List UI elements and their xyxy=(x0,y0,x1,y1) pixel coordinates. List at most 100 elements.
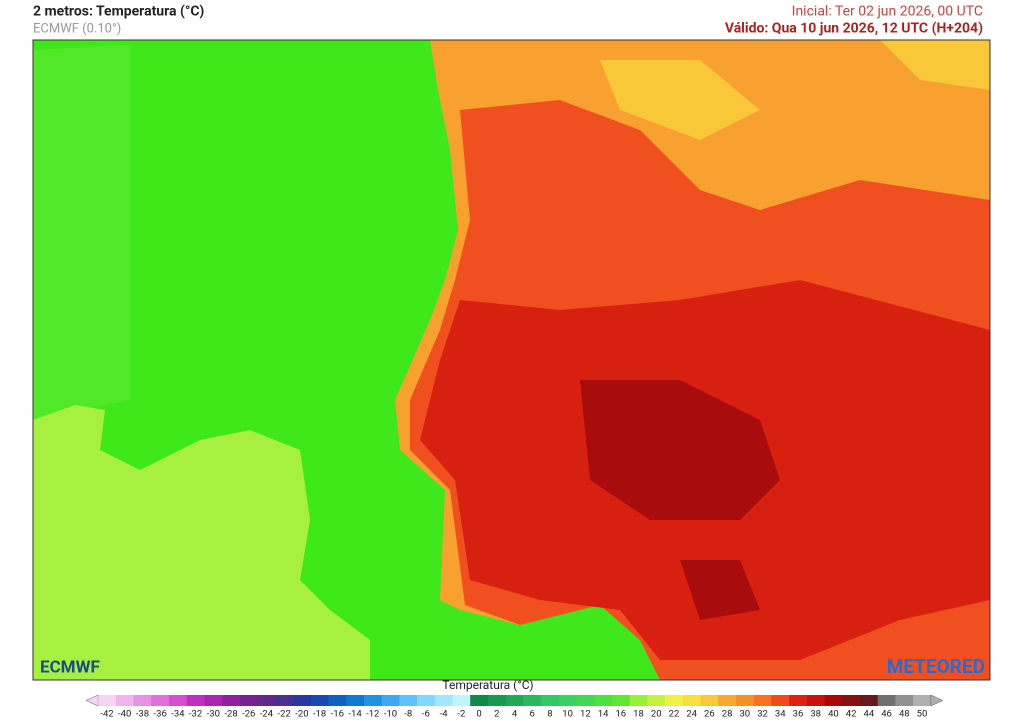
title: 2 metros: Temperatura (°C) xyxy=(33,4,204,20)
sea-region xyxy=(33,45,130,420)
colorbar-tick-label: -20 xyxy=(295,709,308,720)
colorbar-tick-label: -14 xyxy=(348,709,362,720)
colorbar-tick-label: -32 xyxy=(189,709,202,720)
colorbar-tick-label: 14 xyxy=(598,709,609,720)
colorbar-tick-label: 32 xyxy=(757,709,768,720)
colorbar-segment xyxy=(381,695,400,706)
colorbar-segment xyxy=(700,695,719,706)
colorbar-tick-label: -36 xyxy=(153,709,166,720)
colorbar-segment xyxy=(541,695,560,706)
colorbar-tick-label: -4 xyxy=(440,709,449,720)
colorbar-tick-label: -10 xyxy=(384,709,397,720)
valid-time: Válido: Qua 10 jun 2026, 12 UTC (H+204) xyxy=(725,21,983,37)
colorbar-tick-label: -26 xyxy=(242,709,255,720)
colorbar-segment xyxy=(222,695,241,706)
colorbar-tick-label: 22 xyxy=(669,709,680,720)
colorbar-segment xyxy=(665,695,684,706)
colorbar-segment xyxy=(417,695,436,706)
colorbar-segment xyxy=(115,695,135,706)
colorbar-segment xyxy=(239,695,259,706)
colorbar-tick-label: 40 xyxy=(828,709,839,720)
colorbar-segment xyxy=(328,695,347,706)
colorbar-tick-label: -30 xyxy=(207,709,220,720)
map: ECMWF METEORED xyxy=(32,39,991,681)
colorbar-segment xyxy=(842,695,861,706)
colorbar-segment xyxy=(913,695,932,706)
colorbar-tick-label: 30 xyxy=(739,709,750,720)
colorbar-tick-label: -22 xyxy=(278,709,291,720)
colorbar-tick-label: -42 xyxy=(100,709,113,720)
land-extreme xyxy=(580,380,780,620)
colorbar-tick-label: 8 xyxy=(547,709,552,720)
colorbar-segment xyxy=(257,695,276,706)
colorbar-tick-label: 16 xyxy=(615,709,626,720)
colorbar-segment xyxy=(293,695,312,706)
colorbar-tick-label: 36 xyxy=(793,709,804,720)
colorbar-segment xyxy=(789,695,808,706)
colorbar-tick-label: -28 xyxy=(224,709,237,720)
colorbar-segment xyxy=(346,695,365,706)
colorbar-tick-label: 24 xyxy=(686,709,697,720)
colorbar-tick-label: -38 xyxy=(136,709,149,720)
ecmwf-logo: ECMWF xyxy=(40,657,100,677)
colorbar-segment xyxy=(133,695,152,706)
colorbar-segment xyxy=(682,695,702,706)
colorbar-segment xyxy=(523,695,542,706)
colorbar-segment xyxy=(576,695,595,706)
colorbar-segment xyxy=(753,695,772,706)
colorbar-tick-label: 12 xyxy=(580,709,591,720)
colorbar-tick-label: 20 xyxy=(651,709,662,720)
land-mild xyxy=(600,40,990,140)
colorbar-tick-label: 10 xyxy=(562,709,573,720)
colorbar-segment xyxy=(895,695,914,706)
colorbar-tick-label: 6 xyxy=(530,709,535,720)
colorbar-segment xyxy=(452,695,471,706)
initial-time: Inicial: Ter 02 jun 2026, 00 UTC xyxy=(792,4,983,20)
colorbar-segment xyxy=(824,695,843,706)
colorbar-segment xyxy=(98,695,117,706)
colorbar-tick-label: 42 xyxy=(846,709,857,720)
colorbar-segment xyxy=(275,695,294,706)
colorbar-segment xyxy=(718,695,737,706)
colorbar-segment xyxy=(399,695,418,706)
colorbar-tick-label: 50 xyxy=(917,709,928,720)
colorbar-segment xyxy=(310,695,329,706)
colorbar-segment xyxy=(735,695,755,706)
colorbar-segment xyxy=(505,695,524,706)
colorbar-segment xyxy=(151,695,170,706)
colorbar-segment xyxy=(629,695,648,706)
colorbar-arrow-high xyxy=(930,694,944,707)
colorbar-segment xyxy=(434,695,453,706)
colorbar-tick-label: 4 xyxy=(512,709,518,720)
colorbar-segment xyxy=(169,695,188,706)
colorbar-arrow-low xyxy=(85,694,99,707)
colorbar-tick-label: -2 xyxy=(457,709,465,720)
colorbar-segment xyxy=(204,695,223,706)
colorbar-tick-label: -24 xyxy=(260,709,274,720)
colorbar-tick-label: 48 xyxy=(899,709,910,720)
colorbar-tick-label: 0 xyxy=(476,709,481,720)
colorbar-tick-label: 46 xyxy=(881,709,892,720)
colorbar-segment xyxy=(771,695,790,706)
colorbar-tick-label: -40 xyxy=(118,709,131,720)
colorbar-segment xyxy=(806,695,826,706)
colorbar-segment xyxy=(363,695,383,706)
colorbar-tick-label: 44 xyxy=(864,709,875,720)
sea-warm xyxy=(33,405,370,680)
colorbar-tick-label: -18 xyxy=(313,709,326,720)
colorbar-tick-label: -34 xyxy=(171,709,185,720)
colorbar-tick-label: -12 xyxy=(366,709,379,720)
colorbar: -42 -40 -38 -36 -34 -32 -30 -28 -26 -24 -22 -20 -18-… xyxy=(85,694,944,720)
colorbar-tick-label: 34 xyxy=(775,709,786,720)
colorbar-segment xyxy=(487,695,507,706)
colorbar-tick-label: 38 xyxy=(810,709,821,720)
colorbar-segment xyxy=(611,695,631,706)
colorbar-segment xyxy=(859,695,879,706)
colorbar-tick-label: -16 xyxy=(331,709,344,720)
colorbar-segment xyxy=(877,695,896,706)
colorbar-segment xyxy=(594,695,613,706)
colorbar-tick-label: 18 xyxy=(633,709,644,720)
colorbar-segment xyxy=(186,695,205,706)
colorbar-tick-label: -6 xyxy=(422,709,430,720)
